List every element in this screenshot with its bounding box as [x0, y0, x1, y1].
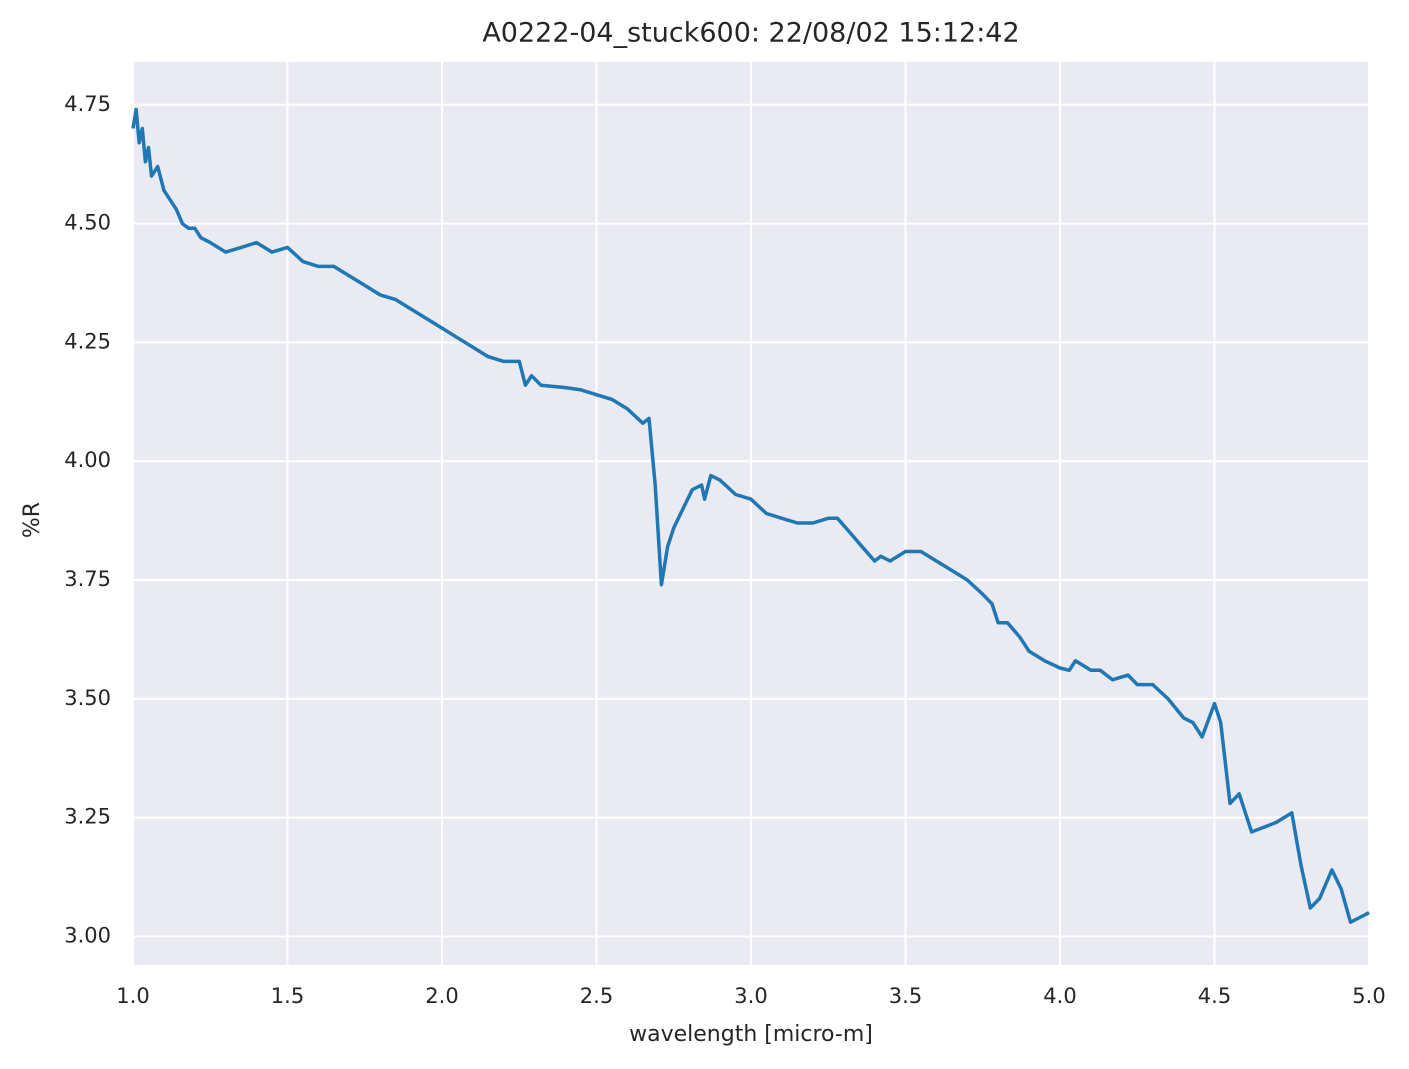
- chart-title: A0222-04_stuck600: 22/08/02 15:12:42: [482, 18, 1019, 49]
- x-tick-label: 4.5: [1198, 984, 1231, 1008]
- data-line: [131, 107, 1370, 924]
- x-axis-label: wavelength [micro-m]: [629, 1022, 873, 1047]
- y-tick-label: 3.50: [64, 686, 111, 710]
- x-tick-label: 3.0: [734, 984, 767, 1008]
- x-tick-label: 1.0: [116, 984, 149, 1008]
- x-tick-label: 4.0: [1043, 984, 1076, 1008]
- x-tick-label: 2.5: [580, 984, 613, 1008]
- x-tick-label: 5.0: [1352, 984, 1385, 1008]
- y-tick-label: 4.50: [64, 211, 111, 235]
- y-axis-label: %R: [20, 502, 45, 538]
- y-tick-label: 3.00: [64, 923, 111, 947]
- y-tick-label: 4.00: [64, 448, 111, 472]
- y-tick-label: 4.25: [64, 329, 111, 353]
- x-tick-label: 1.5: [271, 984, 304, 1008]
- y-tick-label: 3.25: [64, 805, 111, 829]
- y-tick-label: 3.75: [64, 567, 111, 591]
- x-tick-label: 3.5: [889, 984, 922, 1008]
- y-tick-label: 4.75: [64, 92, 111, 116]
- x-tick-label: 2.0: [425, 984, 458, 1008]
